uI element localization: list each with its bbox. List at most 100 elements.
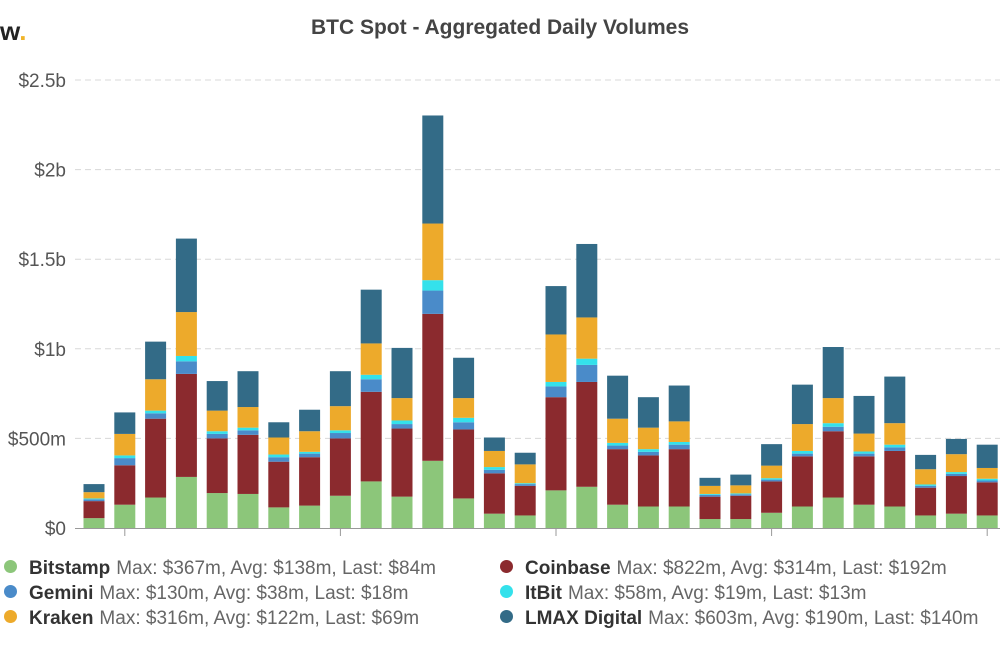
bar-segment-bitstamp (884, 506, 906, 528)
legend-item-lmax-digital[interactable]: LMAX Digital Max: $603m, Avg: $190m, Last… (500, 608, 978, 630)
bar-segment-bitstamp (761, 512, 783, 528)
bar-segment-gemini (329, 433, 351, 439)
legend-name: Gemini (29, 583, 94, 604)
bar-segment-bitstamp (976, 515, 998, 528)
bar-segment-lmax-digital (791, 384, 813, 425)
legend-stats: Max: $58m, Avg: $19m, Last: $13m (567, 583, 867, 604)
bar-segment-lmax-digital (422, 115, 444, 224)
chart-area: $0 $500m $1b $1.5b $2b $2.5b 16 Nov 23 Nov 30 No… (8, 71, 1000, 550)
bar-segment-coinbase (545, 397, 567, 491)
legend-item-kraken[interactable]: Kraken Max: $316m, Avg: $122m, Last: $69m (4, 608, 419, 630)
bar-segment-coinbase (637, 455, 659, 507)
bar-segment-itbit (915, 484, 937, 486)
bar-segment-kraken (699, 485, 721, 494)
bar-segment-itbit (884, 444, 906, 448)
bar-segment-bitstamp (576, 486, 598, 528)
x-tick-label: 16 Nov (95, 549, 156, 550)
legend-name: LMAX Digital (525, 608, 643, 629)
bar-segment-itbit (545, 381, 567, 387)
x-tick-label: 23 Nov (310, 549, 371, 550)
bar-segment-lmax-digital (268, 422, 290, 438)
legend-stats: Max: $130m, Avg: $38m, Last: $18m (99, 583, 409, 604)
bar-segment-bitstamp (637, 506, 659, 528)
bar-segment-kraken (453, 398, 475, 418)
bar-segment-gemini (607, 445, 629, 450)
bar-segment-coinbase (145, 418, 167, 498)
bar-segment-kraken (915, 469, 937, 485)
bar-segment-itbit (576, 358, 598, 365)
legend-item-bitstamp[interactable]: Bitstamp Max: $367m, Avg: $138m, Last: $8… (4, 558, 436, 580)
bar-segment-bitstamp (237, 493, 259, 528)
bar-segment-coinbase (422, 313, 444, 461)
y-tick-label: $1.5b (18, 250, 66, 271)
bar-segment-bitstamp (668, 506, 690, 528)
bar-segment-kraken (422, 223, 444, 281)
bar-segment-itbit (175, 355, 197, 362)
chart-title: BTC Spot - Aggregated Daily Volumes (310, 16, 690, 39)
legend-item-coinbase[interactable]: Coinbase Max: $822m, Avg: $314m, Last: $1… (500, 558, 947, 580)
bar-segment-kraken (514, 464, 536, 484)
bar-segment-itbit (391, 420, 413, 425)
bar-segment-kraken (360, 343, 382, 375)
bar-segment-gemini (145, 413, 167, 419)
legend-item-gemini[interactable]: Gemini Max: $130m, Avg: $38m, Last: $18m (4, 583, 409, 605)
bar-segment-gemini (114, 458, 136, 466)
logo-text: w (0, 16, 20, 46)
bar-segment-bitstamp (422, 460, 444, 528)
bar-segment-kraken (545, 334, 567, 382)
bar-segment-bitstamp (699, 519, 721, 528)
bar-segment-bitstamp (299, 505, 321, 528)
bar-segment-bitstamp (483, 513, 505, 528)
bar-segment-coinbase (976, 482, 998, 516)
bar-segment-lmax-digital (945, 438, 967, 455)
y-tick-label: $1b (34, 340, 66, 361)
bar-segment-lmax-digital (453, 357, 475, 399)
bar-segment-lmax-digital (576, 243, 598, 318)
bar-segment-lmax-digital (329, 371, 351, 407)
bar-segment-coinbase (514, 485, 536, 516)
bar-segment-itbit (853, 451, 875, 454)
bar-segment-lmax-digital (884, 376, 906, 424)
bar-segment-kraken (853, 433, 875, 452)
bar-segment-gemini (761, 479, 783, 482)
bar-segment-gemini (730, 494, 752, 496)
bar-segment-bitstamp (268, 507, 290, 528)
bar-segment-itbit (668, 441, 690, 445)
bar-segment-kraken (237, 407, 259, 428)
bar-segment-itbit (730, 493, 752, 495)
bar-segment-coinbase (822, 431, 844, 498)
bar-segment-itbit (237, 427, 259, 431)
bar-segment-gemini (791, 453, 813, 457)
bar-segment-bitstamp (329, 495, 351, 528)
legend-name: Coinbase (525, 558, 611, 579)
bar-segment-bitstamp (360, 481, 382, 528)
bar-segment-kraken (329, 406, 351, 431)
bar-segment-kraken (945, 454, 967, 473)
y-tick-label: $500m (8, 429, 66, 450)
bar-segment-kraken (391, 398, 413, 421)
legend-name: Kraken (29, 608, 94, 629)
legend-dot-bitstamp (4, 560, 17, 574)
bar-segment-itbit (976, 478, 998, 481)
legend-item-itbit[interactable]: ItBit Max: $58m, Avg: $19m, Last: $13m (500, 583, 866, 605)
bar-segment-gemini (545, 386, 567, 398)
bar-segment-gemini (237, 430, 259, 435)
bar-segment-coinbase (576, 381, 598, 487)
bar-segment-bitstamp (391, 496, 413, 528)
bar-segment-bitstamp (114, 504, 136, 528)
bar-segment-gemini (299, 453, 321, 458)
bar-segment-gemini (175, 361, 197, 374)
bar-segment-coinbase (206, 438, 228, 494)
bar-segment-itbit (637, 449, 659, 452)
legend-dot-itbit (500, 585, 513, 599)
bar-segment-coinbase (945, 476, 967, 514)
bar-segment-itbit (422, 280, 444, 291)
brand-logo: w. (0, 16, 27, 47)
legend-dot-lmax-digital (500, 610, 513, 624)
bar-segment-coinbase (175, 373, 197, 477)
y-tick-label: $0 (45, 519, 66, 540)
bar-segment-bitstamp (175, 476, 197, 528)
bar-segment-coinbase (699, 496, 721, 520)
bar-segment-coinbase (791, 456, 813, 507)
bar-segment-coinbase (268, 461, 290, 508)
